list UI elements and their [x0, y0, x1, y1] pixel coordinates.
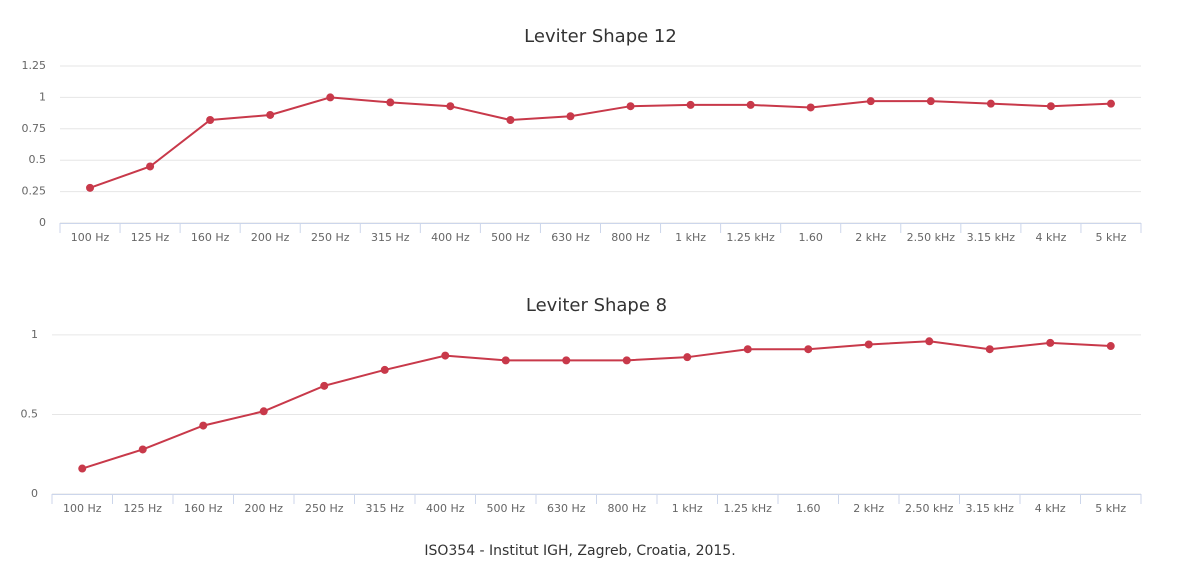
y-tick-label: 0.75 [22, 122, 47, 135]
point [804, 345, 813, 354]
point [146, 162, 155, 171]
point [985, 345, 994, 354]
point [1106, 99, 1115, 108]
x-tick-label: 100 Hz [71, 231, 110, 244]
x-tick-label: 2.50 kHz [905, 502, 954, 515]
x-tick-label: 250 Hz [305, 502, 344, 515]
footer: ISO354 - Institut IGH, Zagreb, Croatia, … [424, 543, 735, 559]
y-tick-label: 0.25 [22, 185, 47, 198]
point [562, 356, 571, 365]
point [441, 351, 450, 360]
x-tick-label: 500 Hz [486, 502, 525, 515]
x-tick-label: 2 kHz [855, 231, 886, 244]
x-tick-label: 250 Hz [311, 231, 350, 244]
y-tick-label: 1 [31, 328, 38, 341]
x-tick-label: 400 Hz [431, 231, 470, 244]
point [199, 421, 208, 430]
x-tick-label: 200 Hz [251, 231, 290, 244]
point [259, 407, 268, 416]
x-tick-label: 1.60 [796, 502, 821, 515]
point [206, 116, 215, 125]
x-tick-label: 1 kHz [675, 231, 706, 244]
y-tick-label: 0.5 [29, 153, 47, 166]
point [380, 365, 389, 374]
point [1046, 338, 1055, 347]
y-tick-label: 0.5 [21, 407, 39, 420]
x-tick-label: 315 Hz [371, 231, 410, 244]
y-tick-label: 1 [39, 90, 46, 103]
point [86, 183, 95, 192]
point [506, 116, 515, 125]
point [138, 445, 147, 454]
x-tick-label: 1 kHz [672, 502, 703, 515]
x-tick-label: 630 Hz [547, 502, 586, 515]
x-tick-label: 2.50 kHz [907, 231, 956, 244]
line [89, 96, 1112, 189]
point [501, 356, 510, 365]
point [986, 99, 995, 108]
line [81, 340, 1111, 470]
chart-title: Leviter Shape 8 [526, 295, 667, 316]
x-tick-label: 400 Hz [426, 502, 465, 515]
point [864, 340, 873, 349]
point [1106, 342, 1115, 351]
point [1046, 102, 1055, 111]
x-tick-label: 200 Hz [244, 502, 283, 515]
x-tick-label: 5 kHz [1096, 231, 1127, 244]
y-tick-label: 0 [31, 487, 38, 500]
x-tick-label: 1.25 kHz [726, 231, 775, 244]
x-tick-label: 630 Hz [551, 231, 590, 244]
point [386, 98, 395, 107]
x-tick-label: 1.25 kHz [724, 502, 773, 515]
x-tick-label: 5 kHz [1095, 502, 1126, 515]
point [320, 381, 329, 390]
x-tick-label: 500 Hz [491, 231, 530, 244]
x-tick-label: 160 Hz [184, 502, 223, 515]
point [78, 464, 87, 473]
x-tick-label: 4 kHz [1035, 231, 1066, 244]
y-tick-label: 0 [39, 216, 46, 229]
x-tick-label: 125 Hz [123, 502, 162, 515]
x-tick-label: 160 Hz [191, 231, 230, 244]
x-tick-label: 125 Hz [131, 231, 170, 244]
chart-title: Leviter Shape 12 [524, 26, 677, 47]
point [626, 102, 635, 111]
point [266, 110, 275, 119]
x-tick-label: 1.60 [798, 231, 823, 244]
y-tick-label: 1.25 [22, 59, 47, 72]
x-tick-label: 315 Hz [365, 502, 404, 515]
point [743, 345, 752, 354]
point [925, 337, 934, 346]
point [806, 103, 815, 112]
x-tick-label: 100 Hz [63, 502, 102, 515]
point [926, 97, 935, 106]
point [683, 353, 692, 362]
x-tick-label: 3.15 kHz [967, 231, 1016, 244]
point [866, 97, 875, 106]
point [566, 112, 575, 121]
x-tick-label: 800 Hz [611, 231, 650, 244]
x-tick-label: 4 kHz [1035, 502, 1066, 515]
point [326, 93, 335, 102]
point [622, 356, 631, 365]
x-tick-label: 800 Hz [607, 502, 646, 515]
point [686, 100, 695, 109]
point [746, 100, 755, 109]
x-tick-label: 2 kHz [853, 502, 884, 515]
x-tick-label: 3.15 kHz [966, 502, 1015, 515]
point [446, 102, 455, 111]
